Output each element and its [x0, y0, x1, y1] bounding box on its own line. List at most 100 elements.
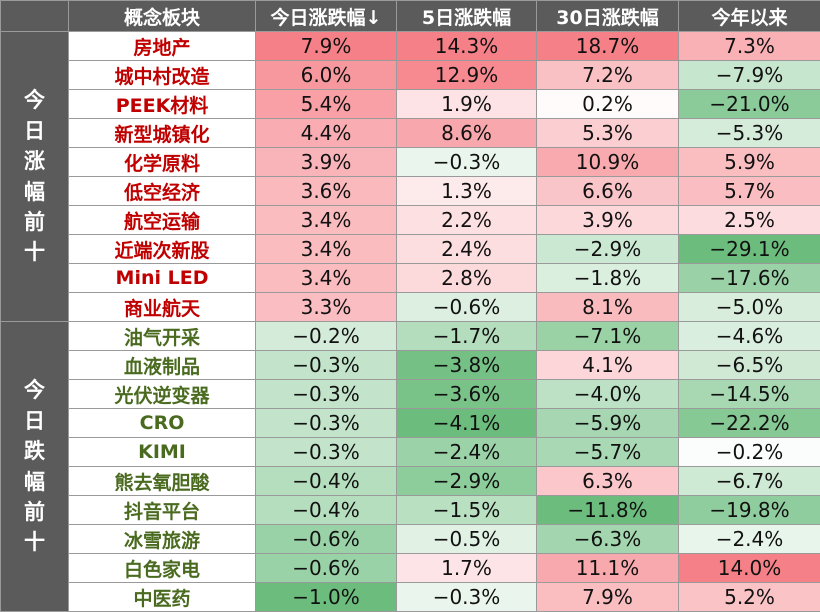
- table-row: 血液制品−0.3%−3.8%4.1%−6.5%: [1, 351, 820, 380]
- value-cell-30day: 7.2%: [537, 61, 679, 90]
- table-row: 熊去氧胆酸−0.4%−2.9%6.3%−6.7%: [1, 467, 820, 496]
- value-cell-ytd: −0.2%: [679, 438, 820, 467]
- value-cell-5day: 12.9%: [397, 61, 537, 90]
- sector-name[interactable]: 房地产: [69, 32, 256, 61]
- sector-name[interactable]: Mini LED: [69, 264, 256, 293]
- sector-name[interactable]: 新型城镇化: [69, 119, 256, 148]
- value-cell-30day: 7.9%: [537, 583, 679, 612]
- value-cell-30day: 0.2%: [537, 90, 679, 119]
- value-cell-5day: −0.6%: [397, 293, 537, 322]
- value-cell-ytd: −5.3%: [679, 119, 820, 148]
- value-cell-5day: −2.9%: [397, 467, 537, 496]
- value-cell-30day: 5.3%: [537, 119, 679, 148]
- value-cell-ytd: 5.7%: [679, 177, 820, 206]
- value-cell-today: −0.3%: [256, 380, 397, 409]
- value-cell-5day: −1.5%: [397, 496, 537, 525]
- value-cell-today: −0.4%: [256, 467, 397, 496]
- value-cell-30day: 11.1%: [537, 554, 679, 583]
- sector-name[interactable]: 中医药: [69, 583, 256, 612]
- sector-name[interactable]: 冰雪旅游: [69, 525, 256, 554]
- sector-name[interactable]: 血液制品: [69, 351, 256, 380]
- sector-name[interactable]: 抖音平台: [69, 496, 256, 525]
- header-ytd-change[interactable]: 今年以来: [679, 1, 820, 32]
- value-cell-today: −0.2%: [256, 322, 397, 351]
- sector-name[interactable]: 熊去氧胆酸: [69, 467, 256, 496]
- section-label: 今日跌幅前十: [1, 322, 69, 612]
- value-cell-today: 7.9%: [256, 32, 397, 61]
- sector-name[interactable]: 低空经济: [69, 177, 256, 206]
- value-cell-today: 3.6%: [256, 177, 397, 206]
- value-cell-5day: 1.3%: [397, 177, 537, 206]
- value-cell-30day: 6.3%: [537, 467, 679, 496]
- value-cell-today: 3.3%: [256, 293, 397, 322]
- header-5day-change[interactable]: 5日涨跌幅: [397, 1, 537, 32]
- value-cell-ytd: −17.6%: [679, 264, 820, 293]
- value-cell-ytd: −4.6%: [679, 322, 820, 351]
- value-cell-ytd: −6.5%: [679, 351, 820, 380]
- table-row: 今日跌幅前十油气开采−0.2%−1.7%−7.1%−4.6%: [1, 322, 820, 351]
- value-cell-5day: 1.9%: [397, 90, 537, 119]
- table-row: KIMI−0.3%−2.4%−5.7%−0.2%: [1, 438, 820, 467]
- value-cell-today: 6.0%: [256, 61, 397, 90]
- value-cell-30day: 18.7%: [537, 32, 679, 61]
- value-cell-today: −0.3%: [256, 438, 397, 467]
- sector-name[interactable]: PEEK材料: [69, 90, 256, 119]
- sector-name[interactable]: KIMI: [69, 438, 256, 467]
- section-label-text: 今日跌幅前十: [23, 375, 47, 558]
- value-cell-5day: −4.1%: [397, 409, 537, 438]
- sector-name[interactable]: 光伏逆变器: [69, 380, 256, 409]
- sector-name[interactable]: 白色家电: [69, 554, 256, 583]
- value-cell-30day: 3.9%: [537, 206, 679, 235]
- value-cell-5day: 1.7%: [397, 554, 537, 583]
- sector-name[interactable]: 商业航天: [69, 293, 256, 322]
- sector-name[interactable]: 近端次新股: [69, 235, 256, 264]
- value-cell-ytd: 5.2%: [679, 583, 820, 612]
- value-cell-5day: 8.6%: [397, 119, 537, 148]
- table-header: 概念板块 今日涨跌幅↓ 5日涨跌幅 30日涨跌幅 今年以来: [1, 1, 820, 32]
- value-cell-today: −0.4%: [256, 496, 397, 525]
- header-30day-change[interactable]: 30日涨跌幅: [537, 1, 679, 32]
- value-cell-5day: −3.6%: [397, 380, 537, 409]
- value-cell-30day: −5.7%: [537, 438, 679, 467]
- value-cell-ytd: −14.5%: [679, 380, 820, 409]
- value-cell-30day: 10.9%: [537, 148, 679, 177]
- value-cell-ytd: −5.0%: [679, 293, 820, 322]
- value-cell-30day: −4.0%: [537, 380, 679, 409]
- value-cell-ytd: −6.7%: [679, 467, 820, 496]
- sector-name[interactable]: 城中村改造: [69, 61, 256, 90]
- value-cell-5day: −0.5%: [397, 525, 537, 554]
- value-cell-5day: 2.4%: [397, 235, 537, 264]
- table-row: 白色家电−0.6%1.7%11.1%14.0%: [1, 554, 820, 583]
- value-cell-ytd: −21.0%: [679, 90, 820, 119]
- value-cell-5day: −0.3%: [397, 583, 537, 612]
- value-cell-5day: −2.4%: [397, 438, 537, 467]
- sector-name[interactable]: 油气开采: [69, 322, 256, 351]
- value-cell-today: −0.3%: [256, 409, 397, 438]
- sector-name[interactable]: 化学原料: [69, 148, 256, 177]
- value-cell-ytd: 14.0%: [679, 554, 820, 583]
- header-today-change[interactable]: 今日涨跌幅↓: [256, 1, 397, 32]
- value-cell-30day: 8.1%: [537, 293, 679, 322]
- sector-name[interactable]: CRO: [69, 409, 256, 438]
- value-cell-today: −1.0%: [256, 583, 397, 612]
- section-label-text: 今日涨幅前十: [23, 85, 47, 268]
- value-cell-ytd: −2.4%: [679, 525, 820, 554]
- sector-name[interactable]: 航空运输: [69, 206, 256, 235]
- value-cell-today: −0.6%: [256, 554, 397, 583]
- value-cell-ytd: −19.8%: [679, 496, 820, 525]
- value-cell-5day: −3.8%: [397, 351, 537, 380]
- table-row: 抖音平台−0.4%−1.5%−11.8%−19.8%: [1, 496, 820, 525]
- corner-cell: [1, 1, 69, 32]
- value-cell-today: 3.4%: [256, 206, 397, 235]
- value-cell-today: 3.9%: [256, 148, 397, 177]
